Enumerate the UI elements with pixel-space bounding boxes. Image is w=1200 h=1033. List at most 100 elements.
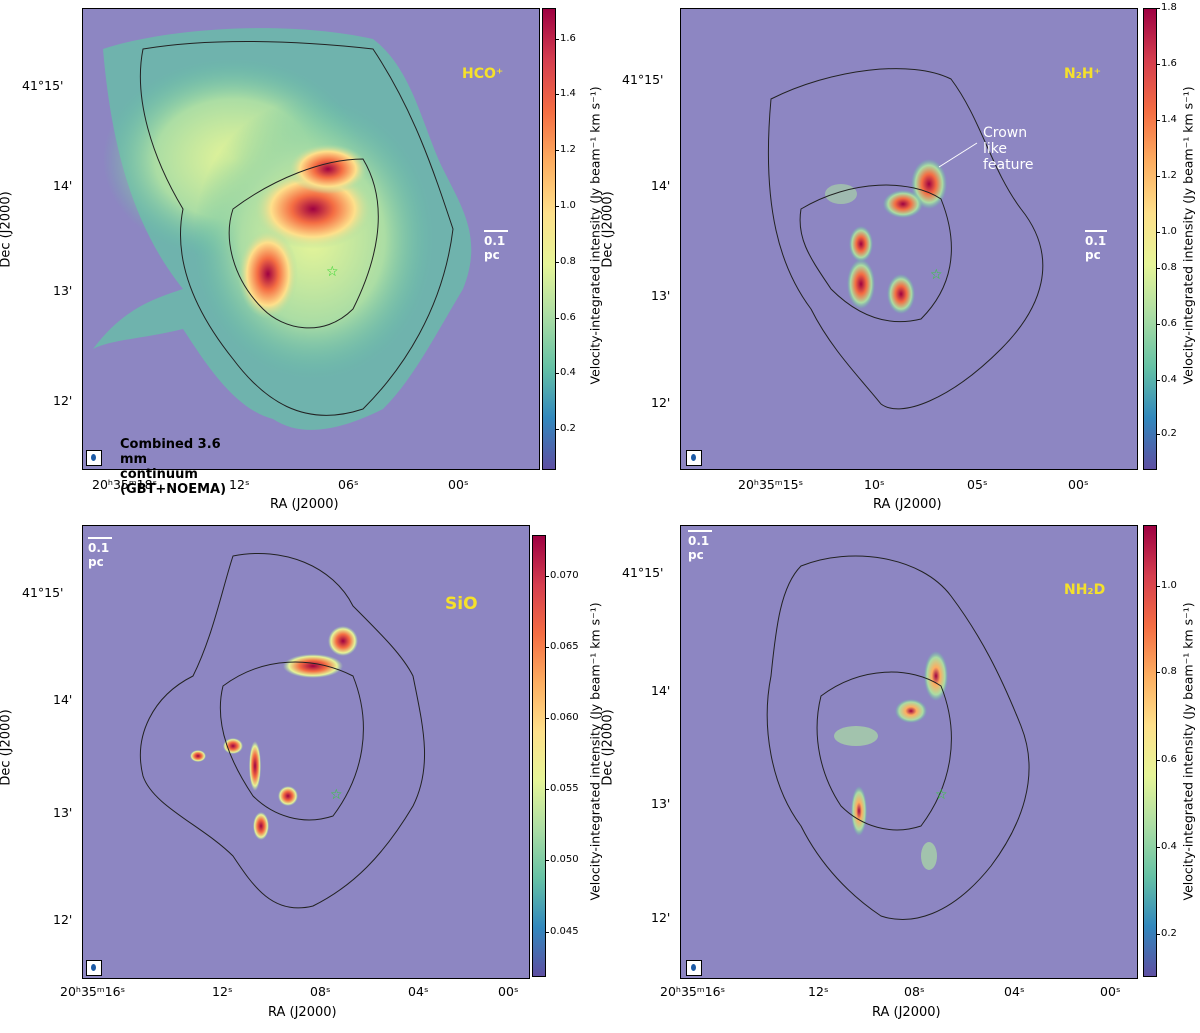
colorbar-sio <box>532 535 546 977</box>
colorbar-tick: 0.050 <box>545 854 579 865</box>
scalebar-n2h: 0.1 pc <box>1085 230 1107 262</box>
colorbar-tick: 0.045 <box>545 926 579 937</box>
dec-axis-label-hco: Dec (J2000) <box>0 191 14 268</box>
colorbar-tick: 1.6 <box>1156 58 1177 69</box>
colorbar-tick: 0.8 <box>1156 262 1177 273</box>
colorbar-tick: 1.2 <box>555 144 576 155</box>
ra-tick-sio: 00ˢ <box>498 984 519 999</box>
sio-emission-image <box>139 552 426 909</box>
ra-tick-hco: 20ʰ35ᵐ18ˢ <box>92 477 158 492</box>
dec-axis-label-nh2d: Dec (J2000) <box>600 709 616 786</box>
colorbar-tick: 1.4 <box>1156 114 1177 125</box>
scalebar-hco: 0.1 pc <box>484 230 508 262</box>
continuum-contour-label: Combined 3.6 mm continuum (GBT+NOEMA) <box>120 437 227 497</box>
colorbar-tick: 0.2 <box>1156 428 1177 439</box>
molecule-label-n2h: N₂H⁺ <box>1064 66 1101 82</box>
colorbar-tick: 0.2 <box>1156 928 1177 939</box>
map-sio <box>82 525 530 979</box>
colorbar-tick: 0.4 <box>1156 841 1177 852</box>
ra-tick-nh2d: 08ˢ <box>904 984 925 999</box>
n2h-emission-image <box>767 68 1044 410</box>
ra-tick-sio: 04ˢ <box>408 984 429 999</box>
colorbar-tick: 1.6 <box>555 33 576 44</box>
ra-tick-hco: 06ˢ <box>338 477 359 492</box>
ra-tick-hco: 00ˢ <box>448 477 469 492</box>
dec-axis-label-n2h: Dec (J2000) <box>600 191 616 268</box>
ra-tick-nh2d: 12ˢ <box>808 984 829 999</box>
ra-tick-n2h: 20ʰ35ᵐ15ˢ <box>738 477 804 492</box>
colorbar-tick: 0.4 <box>1156 374 1177 385</box>
beam-icon-nh2d <box>686 960 702 976</box>
colorbar-tick: 0.2 <box>555 423 576 434</box>
ra-tick-sio: 08ˢ <box>310 984 331 999</box>
colorbar-label-nh2d: Velocity-integrated intensity (Jy beam⁻¹… <box>1180 602 1196 901</box>
molecule-label-nh2d: NH₂D <box>1064 582 1106 598</box>
dec-tick-n2h: 12' <box>651 395 671 410</box>
colorbar-tick: 1.8 <box>1156 2 1177 13</box>
map-n2h <box>680 8 1138 470</box>
colorbar-tick: 1.0 <box>1156 226 1177 237</box>
colorbar-tick: 0.6 <box>1156 754 1177 765</box>
dec-tick-sio: 14' <box>53 692 73 707</box>
colorbar-tick: 1.0 <box>555 200 576 211</box>
molecule-label-hco: HCO⁺ <box>462 66 504 82</box>
annotation-crown-feature: Crown like feature <box>983 125 1034 173</box>
dec-tick-nh2d: 14' <box>651 683 671 698</box>
ra-tick-nh2d: 04ˢ <box>1004 984 1025 999</box>
ra-axis-label-nh2d: RA (J2000) <box>872 1005 941 1020</box>
ra-axis-label-n2h: RA (J2000) <box>873 497 942 512</box>
ra-tick-hco: 12ˢ <box>229 477 250 492</box>
source-marker-star-sio: ☆ <box>330 787 343 803</box>
colorbar-tick: 0.8 <box>555 256 576 267</box>
ra-tick-n2h: 00ˢ <box>1068 477 1089 492</box>
dec-tick-nh2d: 12' <box>651 910 671 925</box>
dec-tick-nh2d: 13' <box>651 796 671 811</box>
dec-tick-hco: 13' <box>53 283 73 298</box>
scalebar-sio: 0.1 pc <box>88 537 112 569</box>
colorbar-tick: 0.8 <box>1156 666 1177 677</box>
colorbar-n2h <box>1143 8 1157 470</box>
dec-tick-sio: 41°15' <box>22 585 64 600</box>
colorbar-label-n2h: Velocity-integrated intensity (Jy beam⁻¹… <box>1180 86 1196 385</box>
colorbar-tick: 0.065 <box>545 641 579 652</box>
ra-axis-label-sio: RA (J2000) <box>268 1005 337 1020</box>
nh2d-emission-image <box>766 555 1030 920</box>
map-hco <box>82 8 540 470</box>
colorbar-nh2d <box>1143 525 1157 977</box>
map-nh2d <box>680 525 1138 979</box>
dec-tick-n2h: 14' <box>651 178 671 193</box>
source-marker-star-hco: ☆ <box>326 264 339 280</box>
dec-tick-hco: 12' <box>53 393 73 408</box>
dec-tick-n2h: 13' <box>651 288 671 303</box>
beam-icon-sio <box>86 960 102 976</box>
dec-tick-n2h: 41°15' <box>622 72 664 87</box>
ra-tick-sio: 12ˢ <box>212 984 233 999</box>
ra-tick-n2h: 10ˢ <box>864 477 885 492</box>
dec-tick-hco: 41°15' <box>22 78 64 93</box>
dec-tick-sio: 13' <box>53 805 73 820</box>
beam-icon-hco <box>86 450 102 466</box>
ra-axis-label-hco: RA (J2000) <box>270 497 339 512</box>
source-marker-star-n2h: ☆ <box>930 267 943 283</box>
dec-tick-hco: 14' <box>53 178 73 193</box>
scalebar-nh2d: 0.1 pc <box>688 530 712 562</box>
beam-icon-n2h <box>686 450 702 466</box>
hco-emission-image <box>93 28 472 430</box>
ra-tick-nh2d: 20ʰ35ᵐ16ˢ <box>660 984 726 999</box>
colorbar-tick: 1.0 <box>1156 580 1177 591</box>
colorbar-tick: 1.2 <box>1156 170 1177 181</box>
dec-tick-sio: 12' <box>53 912 73 927</box>
molecule-label-sio: SiO <box>445 594 478 614</box>
colorbar-hco <box>542 8 556 470</box>
dec-axis-label-sio: Dec (J2000) <box>0 709 14 786</box>
source-marker-star-nh2d: ☆ <box>935 787 948 803</box>
colorbar-tick: 0.060 <box>545 712 579 723</box>
ra-tick-n2h: 05ˢ <box>967 477 988 492</box>
ra-tick-sio: 20ʰ35ᵐ16ˢ <box>60 984 126 999</box>
colorbar-tick: 0.6 <box>1156 318 1177 329</box>
colorbar-tick: 0.6 <box>555 312 576 323</box>
colorbar-tick: 0.055 <box>545 783 579 794</box>
colorbar-tick: 0.070 <box>545 570 579 581</box>
ra-tick-nh2d: 00ˢ <box>1100 984 1121 999</box>
colorbar-tick: 1.4 <box>555 88 576 99</box>
